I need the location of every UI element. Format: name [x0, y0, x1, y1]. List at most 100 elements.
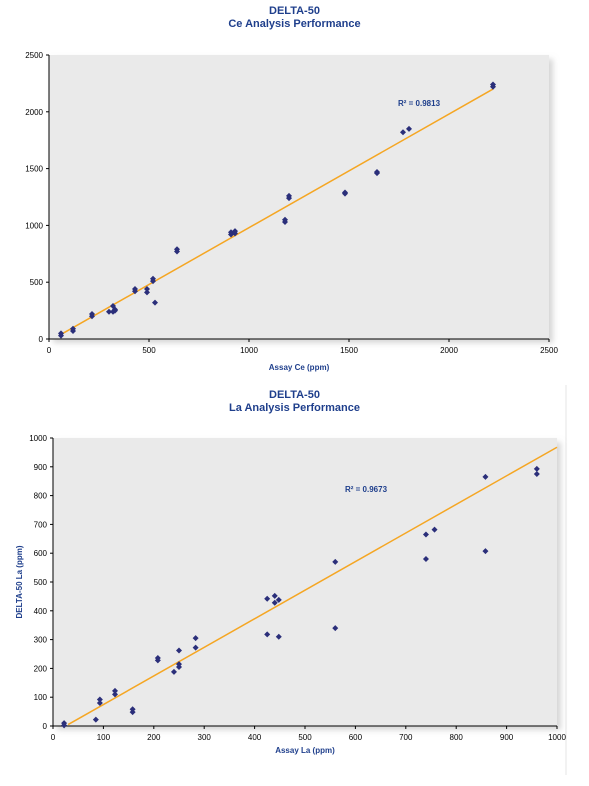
la-data-point: [332, 625, 339, 632]
la-ytick-label: 800: [34, 492, 48, 501]
la-data-point: [482, 548, 489, 555]
la-points: [61, 465, 540, 729]
ce-data-point: [144, 289, 150, 296]
ce-data-point: [70, 325, 76, 332]
ce-ytick-label: 0: [39, 335, 44, 344]
ce-trendline: [60, 88, 494, 336]
x-axis-title-ce: Assay Ce (ppm): [269, 363, 330, 372]
la-xtick-label: 1000: [548, 733, 566, 742]
ce-ytick-label: 500: [30, 278, 44, 287]
la-ytick-label: 900: [34, 463, 48, 472]
ce-ytick-label: 1000: [25, 221, 43, 230]
la-data-point: [111, 691, 118, 698]
chart-title-ce-line2: Ce Analysis Performance: [228, 18, 361, 30]
la-ytick-label: 400: [34, 607, 48, 616]
la-data-point: [96, 699, 103, 706]
la-ytick-label: 0: [43, 722, 48, 731]
la-data-point: [271, 592, 278, 599]
la-ytick-label: 600: [34, 549, 48, 558]
la-data-point: [176, 647, 182, 654]
la-ytick-label: 300: [34, 636, 48, 645]
chart-title-ce-line1: DELTA-50: [269, 5, 320, 17]
r2-label-la: R² = 0.9673: [345, 485, 388, 494]
ce-data-point: [342, 189, 348, 196]
ce-xtick-label: 1000: [240, 346, 258, 355]
la-data-point: [533, 471, 540, 477]
ce-data-point: [400, 129, 406, 136]
la-data-point: [92, 716, 99, 723]
ce-data-point: [282, 216, 288, 223]
ce-points: [58, 81, 496, 339]
plot-area-ce: [49, 55, 549, 339]
la-xtick-label: 500: [298, 733, 312, 742]
ce-xtick-label: 1500: [340, 346, 358, 355]
la-trendline-group: [67, 446, 558, 726]
la-data-point: [533, 465, 540, 472]
la-data-point: [96, 696, 103, 703]
la-ytick-label: 100: [34, 693, 48, 702]
chart-title-la: DELTA-50 La Analysis Performance: [0, 389, 589, 415]
la-data-point: [192, 635, 199, 642]
la-xtick-label: 300: [198, 733, 212, 742]
chart-title-la-line1: DELTA-50: [269, 389, 320, 401]
la-data-point: [275, 633, 282, 640]
ce-data-point: [490, 81, 496, 88]
ce-ytick-label: 2000: [25, 108, 43, 117]
la-ytick-label: 1000: [29, 434, 47, 443]
chart-title-ce: DELTA-50 Ce Analysis Performance: [0, 5, 589, 31]
la-data-point: [61, 720, 68, 727]
la-data-point: [129, 706, 136, 713]
ce-chart: 0 500 1000 1500 2000 2500 0 500 1000 1500 2000 2500…: [25, 51, 558, 372]
la-data-point: [422, 531, 429, 538]
la-data-point: [176, 661, 182, 668]
ce-data-point: [406, 125, 412, 132]
ce-ytick-label: 2500: [25, 51, 43, 60]
la-xtick-label: 0: [51, 733, 56, 742]
ce-data-point: [374, 169, 380, 176]
ce-ticks: 0 500 1000 1500 2000 2500 0 500 1000 1500 2000 2500: [25, 51, 558, 355]
la-data-point: [482, 473, 489, 480]
ce-data-point: [152, 299, 158, 306]
chart-title-la-line2: La Analysis Performance: [228, 402, 361, 414]
ce-trendline-group: [60, 88, 494, 336]
ce-xtick-label: 2000: [440, 346, 458, 355]
la-xtick-label: 700: [399, 733, 413, 742]
ce-xtick-label: 0: [47, 346, 52, 355]
la-xtick-label: 100: [97, 733, 111, 742]
ce-data-point: [232, 228, 238, 235]
la-data-point: [264, 631, 271, 638]
la-ytick-label: 200: [34, 664, 48, 673]
la-data-point: [111, 687, 118, 694]
ce-data-point: [144, 286, 150, 293]
ce-data-point: [150, 275, 156, 282]
x-axis-title-la: Assay La (ppm): [275, 746, 335, 755]
la-data-point: [154, 655, 161, 662]
la-data-point: [264, 595, 271, 602]
ce-data-point: [132, 286, 138, 293]
ce-data-point: [106, 308, 112, 315]
la-xtick-label: 400: [248, 733, 262, 742]
la-ytick-label: 500: [34, 578, 48, 587]
y-axis-title-la: DELTA-50 La (ppm): [15, 545, 24, 618]
ce-data-point: [174, 246, 180, 253]
la-data-point: [275, 596, 282, 603]
ce-xtick-label: 500: [142, 346, 156, 355]
ce-xtick-label: 2500: [540, 346, 558, 355]
la-data-point: [431, 526, 438, 533]
ce-ytick-label: 1500: [25, 165, 43, 174]
ce-data-point: [286, 192, 292, 199]
la-xtick-label: 900: [500, 733, 514, 742]
ce-data-point: [112, 307, 118, 314]
la-data-point: [332, 558, 339, 565]
la-ytick-label: 700: [34, 520, 48, 529]
la-trendline: [67, 446, 558, 726]
la-data-point: [170, 668, 177, 675]
ce-data-point: [89, 311, 95, 318]
la-data-point: [192, 644, 199, 651]
r2-label-ce: R² = 0.9813: [398, 99, 441, 108]
la-xtick-label: 800: [450, 733, 464, 742]
ce-data-point: [58, 330, 64, 337]
plot-area-la: [53, 438, 557, 726]
la-xtick-label: 200: [147, 733, 161, 742]
